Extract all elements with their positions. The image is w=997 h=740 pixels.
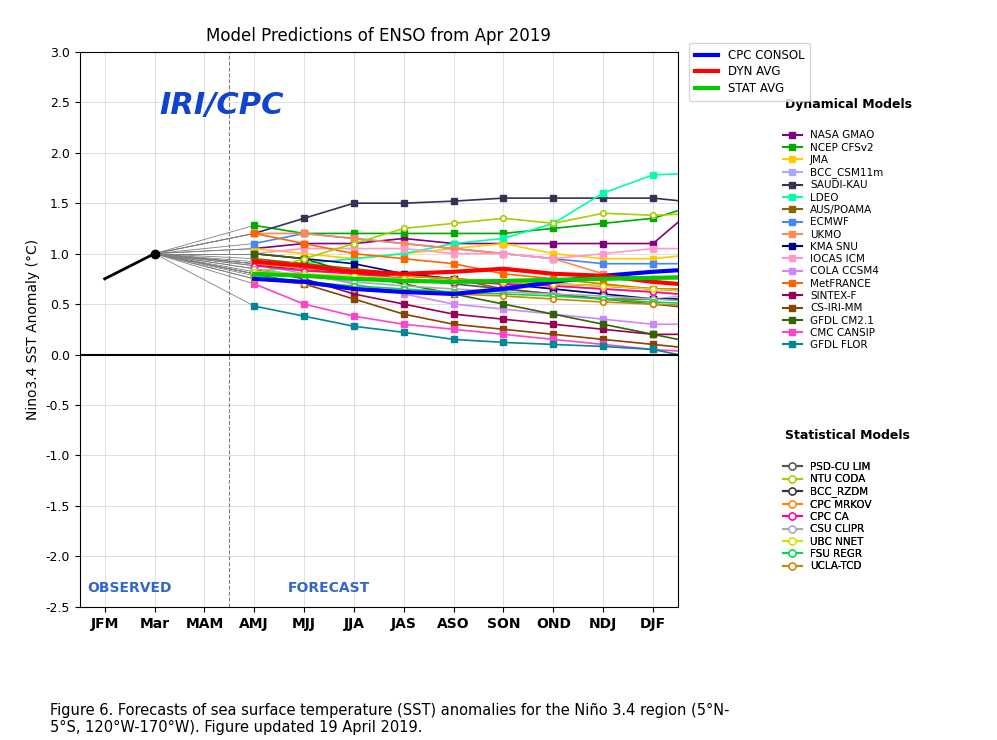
Y-axis label: Nino3.4 SST Anomaly (°C): Nino3.4 SST Anomaly (°C) (26, 239, 40, 420)
Text: IRI/CPC: IRI/CPC (160, 91, 284, 121)
Legend: PSD-CU LIM, NTU CODA, BCC_RZDM, CPC MRKOV, CPC CA, CSU CLIPR, UBC NNET, FSU REGR: PSD-CU LIM, NTU CODA, BCC_RZDM, CPC MRKO… (781, 460, 873, 574)
Text: Dynamical Models: Dynamical Models (785, 98, 912, 111)
Text: FORECAST: FORECAST (288, 581, 370, 595)
Text: Statistical Models: Statistical Models (785, 429, 910, 443)
Text: Figure 6. Forecasts of sea surface temperature (SST) anomalies for the Niño 3.4 : Figure 6. Forecasts of sea surface tempe… (50, 703, 730, 736)
Text: OBSERVED: OBSERVED (88, 581, 171, 595)
Title: Model Predictions of ENSO from Apr 2019: Model Predictions of ENSO from Apr 2019 (206, 27, 551, 44)
